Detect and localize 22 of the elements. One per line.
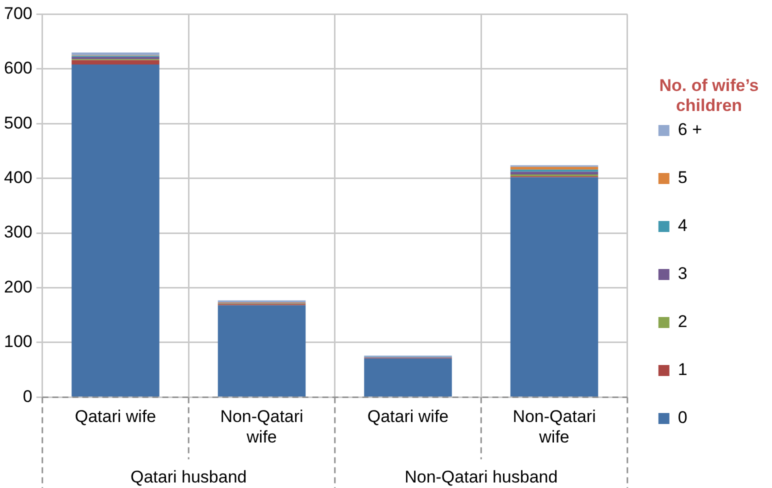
y-tick-label: 600 (4, 58, 32, 78)
text: Qatari husband (130, 468, 247, 487)
y-tick-label: 400 (4, 168, 32, 188)
y-tick-label: 300 (4, 222, 32, 242)
y-tick-label: 100 (4, 332, 32, 352)
x-tick-label: Non-Qatari wife (512, 407, 596, 446)
y-tick-label: 200 (4, 277, 32, 296)
legend-label: 1 (678, 360, 688, 380)
legend-label: 0 (678, 408, 688, 428)
y-tick-label: 0 (22, 386, 32, 406)
legend-label: 2 (678, 312, 688, 332)
y-tick-label: 500 (4, 113, 32, 132)
legend-label: 6 + (678, 120, 702, 140)
text: Non-Qatari husband (404, 468, 558, 487)
legend-label: 4 (678, 216, 688, 236)
x-tick-label: Qatari wife (74, 407, 156, 426)
y-tick-label: 700 (4, 4, 32, 23)
x-tick-label: Non-Qatari wife (220, 407, 304, 446)
legend-label: 3 (678, 264, 688, 284)
legend-label: 5 (678, 168, 688, 188)
legend-title: No. of wife’s children (658, 76, 760, 116)
x-tick-label: Qatari wife (367, 407, 449, 426)
